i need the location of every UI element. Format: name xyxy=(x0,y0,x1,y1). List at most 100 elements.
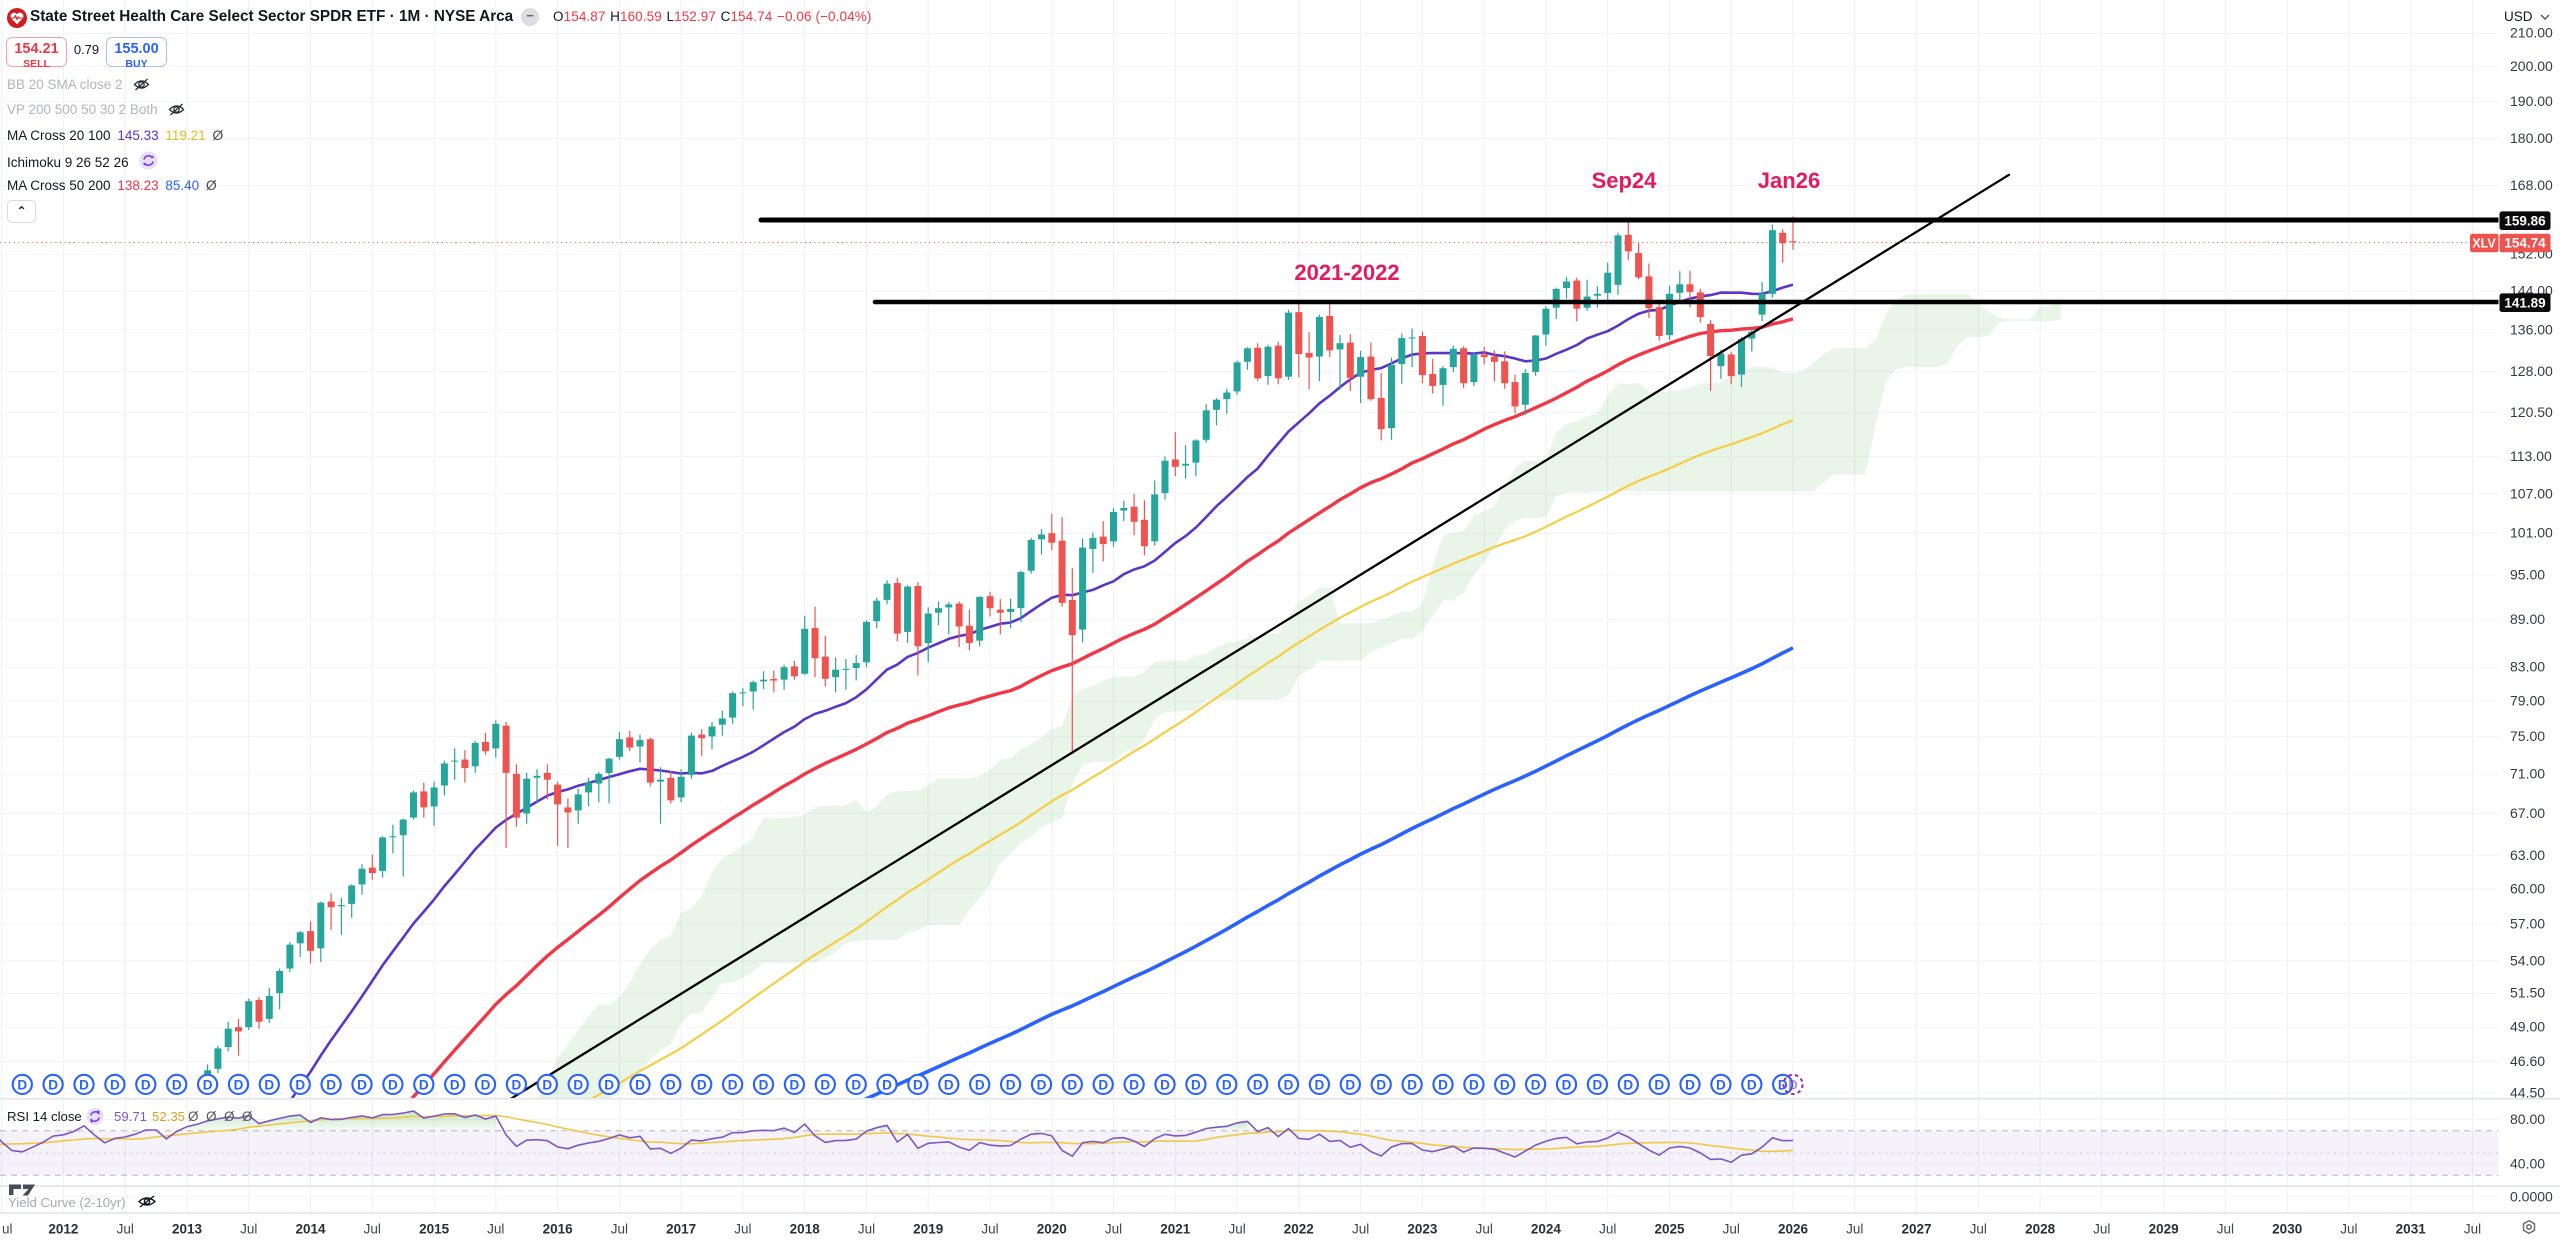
svg-text:D: D xyxy=(326,1077,336,1092)
svg-text:101.00: 101.00 xyxy=(2510,525,2553,541)
svg-text:46.60: 46.60 xyxy=(2510,1053,2545,1069)
svg-text:2024: 2024 xyxy=(1531,1222,1562,1237)
svg-text:D: D xyxy=(666,1077,676,1092)
svg-text:44.50: 44.50 xyxy=(2510,1085,2545,1101)
svg-text:Jul: Jul xyxy=(981,1222,998,1237)
svg-text:D: D xyxy=(419,1077,429,1092)
svg-text:D: D xyxy=(944,1077,954,1092)
svg-text:D: D xyxy=(234,1077,244,1092)
svg-text:D: D xyxy=(1006,1077,1016,1092)
svg-text:D: D xyxy=(1531,1077,1541,1092)
svg-text:71.00: 71.00 xyxy=(2510,765,2545,781)
svg-text:2031: 2031 xyxy=(2396,1222,2427,1237)
svg-text:67.00: 67.00 xyxy=(2510,805,2545,821)
svg-text:113.00: 113.00 xyxy=(2510,448,2552,464)
svg-text:168.00: 168.00 xyxy=(2510,177,2553,193)
svg-text:2023: 2023 xyxy=(1407,1222,1438,1237)
svg-text:Jul: Jul xyxy=(240,1222,257,1237)
svg-text:2026: 2026 xyxy=(1778,1222,1809,1237)
svg-text:D: D xyxy=(542,1077,552,1092)
svg-text:D: D xyxy=(295,1077,305,1092)
svg-text:136.00: 136.00 xyxy=(2510,322,2553,338)
svg-text:59.71: 59.71 xyxy=(114,1109,147,1124)
svg-text:2030: 2030 xyxy=(2272,1222,2302,1237)
svg-text:Jul: Jul xyxy=(2464,1222,2481,1237)
svg-text:2028: 2028 xyxy=(2025,1222,2056,1237)
svg-text:D: D xyxy=(790,1077,800,1092)
svg-text:Jul: Jul xyxy=(1970,1222,1987,1237)
svg-text:Jul: Jul xyxy=(1599,1222,1616,1237)
svg-text:2027: 2027 xyxy=(1901,1222,1931,1237)
svg-text:83.00: 83.00 xyxy=(2510,659,2545,675)
svg-text:128.00: 128.00 xyxy=(2510,363,2553,379)
svg-text:D: D xyxy=(697,1077,707,1092)
svg-text:D: D xyxy=(1037,1077,1047,1092)
svg-text:95.00: 95.00 xyxy=(2510,567,2545,583)
svg-text:D: D xyxy=(728,1077,738,1092)
svg-text:2029: 2029 xyxy=(2149,1222,2179,1237)
svg-text:54.00: 54.00 xyxy=(2510,952,2545,968)
svg-text:Jul: Jul xyxy=(2093,1222,2110,1237)
svg-text:D: D xyxy=(264,1077,274,1092)
svg-text:D: D xyxy=(1315,1077,1325,1092)
svg-text:2019: 2019 xyxy=(913,1222,943,1237)
svg-text:51.50: 51.50 xyxy=(2510,985,2545,1001)
svg-text:2012: 2012 xyxy=(48,1222,78,1237)
svg-text:Jul: Jul xyxy=(1723,1222,1740,1237)
svg-text:2015: 2015 xyxy=(419,1222,450,1237)
svg-text:Jan26: Jan26 xyxy=(1758,168,1820,193)
svg-text:D: D xyxy=(48,1077,58,1092)
svg-text:D: D xyxy=(1716,1077,1726,1092)
svg-text:154.74: 154.74 xyxy=(2504,236,2546,251)
svg-text:Jul: Jul xyxy=(487,1222,504,1237)
svg-text:Jul: Jul xyxy=(364,1222,381,1237)
svg-text:2017: 2017 xyxy=(666,1222,696,1237)
svg-text:159.86: 159.86 xyxy=(2504,213,2546,228)
svg-text:2013: 2013 xyxy=(172,1222,203,1237)
svg-text:180.00: 180.00 xyxy=(2510,130,2553,146)
svg-text:D: D xyxy=(573,1077,583,1092)
svg-text:Jul: Jul xyxy=(117,1222,134,1237)
svg-text:60.00: 60.00 xyxy=(2510,880,2545,896)
svg-text:D: D xyxy=(1500,1077,1510,1092)
svg-text:63.00: 63.00 xyxy=(2510,847,2545,863)
svg-text:D: D xyxy=(820,1077,830,1092)
svg-text:RSI 14 close: RSI 14 close xyxy=(7,1109,82,1124)
svg-text:D: D xyxy=(79,1077,89,1092)
svg-text:2021: 2021 xyxy=(1160,1222,1191,1237)
svg-text:D: D xyxy=(604,1077,614,1092)
svg-text:D: D xyxy=(1438,1077,1448,1092)
svg-text:D: D xyxy=(1593,1077,1603,1092)
svg-text:210.00: 210.00 xyxy=(2510,25,2553,41)
svg-text:Jul: Jul xyxy=(611,1222,628,1237)
svg-text:ØØØØ: ØØØØ xyxy=(188,1109,260,1124)
svg-text:120.50: 120.50 xyxy=(2510,404,2553,420)
svg-text:D: D xyxy=(450,1077,460,1092)
svg-text:D: D xyxy=(635,1077,645,1092)
svg-text:2018: 2018 xyxy=(790,1222,821,1237)
svg-text:D: D xyxy=(975,1077,985,1092)
svg-text:Jul: Jul xyxy=(1846,1222,1863,1237)
svg-text:D: D xyxy=(110,1077,120,1092)
svg-text:D: D xyxy=(141,1077,151,1092)
svg-text:Yield Curve (2-10yr): Yield Curve (2-10yr) xyxy=(8,1195,126,1210)
svg-text:Sep24: Sep24 xyxy=(1592,168,1658,193)
svg-text:D: D xyxy=(851,1077,861,1092)
svg-text:D: D xyxy=(1098,1077,1108,1092)
svg-text:0.0000: 0.0000 xyxy=(2510,1189,2553,1205)
svg-text:200.00: 200.00 xyxy=(2510,58,2553,74)
svg-text:D: D xyxy=(1222,1077,1232,1092)
svg-text:Jul: Jul xyxy=(1352,1222,1369,1237)
svg-text:XLV: XLV xyxy=(2472,237,2496,251)
svg-text:D: D xyxy=(1160,1077,1170,1092)
svg-text:D: D xyxy=(1253,1077,1263,1092)
svg-text:80.00: 80.00 xyxy=(2510,1111,2545,1127)
svg-text:D: D xyxy=(1407,1077,1417,1092)
svg-text:D: D xyxy=(1067,1077,1077,1092)
svg-text:D: D xyxy=(1284,1077,1294,1092)
svg-text:D: D xyxy=(882,1077,892,1092)
svg-text:141.89: 141.89 xyxy=(2504,295,2545,310)
svg-text:D: D xyxy=(759,1077,769,1092)
svg-text:D: D xyxy=(17,1077,27,1092)
svg-text:2016: 2016 xyxy=(543,1222,574,1237)
